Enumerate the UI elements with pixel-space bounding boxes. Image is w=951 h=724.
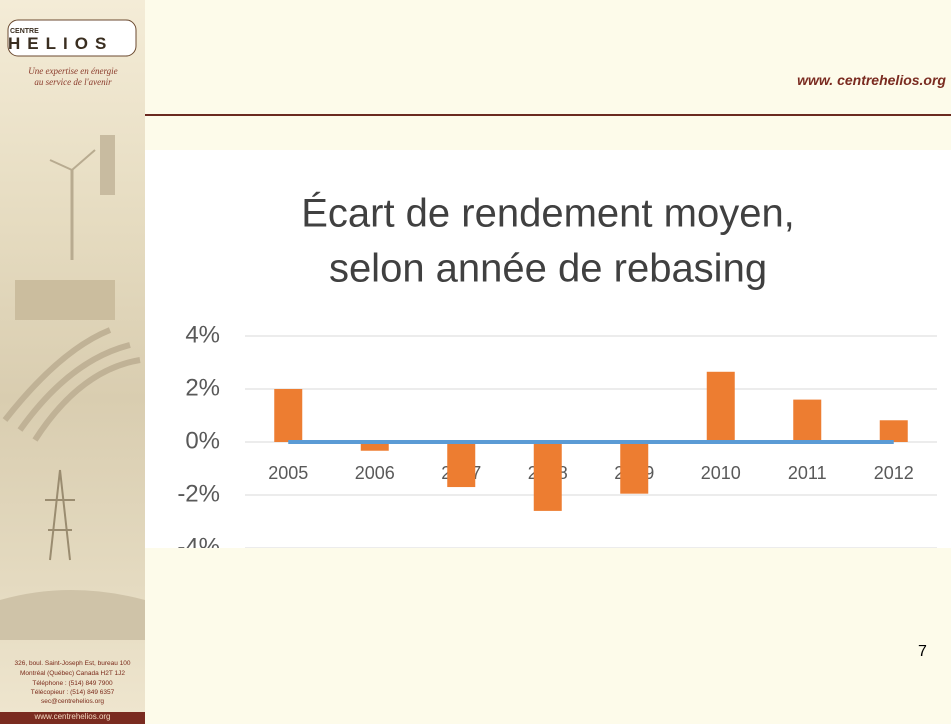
y-tick-label: -4% bbox=[177, 533, 220, 548]
bar bbox=[447, 442, 475, 487]
logo: HELIOS bbox=[8, 34, 113, 54]
chart: Écart de rendement moyen, selon année de… bbox=[145, 150, 951, 548]
address: Montréal (Québec) Canada H2T 1J2 bbox=[0, 670, 145, 677]
slide: CENTRE HELIOS Une expertise en énergie a… bbox=[0, 0, 951, 724]
bar bbox=[534, 442, 562, 511]
address: Télécopieur : (514) 849 6357 bbox=[0, 689, 145, 696]
tagline: au service de l'avenir bbox=[4, 77, 142, 87]
header-rule bbox=[145, 114, 951, 116]
y-tick-label: -2% bbox=[177, 480, 220, 507]
bar bbox=[793, 400, 821, 442]
tagline: Une expertise en énergie bbox=[4, 66, 142, 76]
y-tick-label: 0% bbox=[185, 427, 220, 454]
bar bbox=[707, 372, 735, 442]
address: 326, boul. Saint-Joseph Est, bureau 100 bbox=[0, 660, 145, 667]
bar bbox=[620, 442, 648, 494]
y-tick-label: 2% bbox=[185, 374, 220, 401]
sidebar-url: www.centrehelios.org bbox=[0, 712, 145, 724]
page-number: 7 bbox=[918, 643, 927, 661]
chart-title: selon année de rebasing bbox=[329, 247, 767, 291]
address: Téléphone : (514) 849 7900 bbox=[0, 680, 145, 687]
chart-title: Écart de rendement moyen, bbox=[301, 191, 795, 236]
x-tick-label: 2010 bbox=[701, 463, 741, 483]
x-tick-label: 2006 bbox=[355, 463, 395, 483]
y-tick-label: 4% bbox=[185, 321, 220, 348]
sidebar-art bbox=[0, 0, 145, 700]
sidebar: CENTRE HELIOS Une expertise en énergie a… bbox=[0, 0, 145, 724]
address: sec@centrehelios.org bbox=[0, 698, 145, 705]
x-tick-label: 2005 bbox=[268, 463, 308, 483]
bar bbox=[880, 420, 908, 442]
x-tick-label: 2012 bbox=[874, 463, 914, 483]
bar bbox=[274, 389, 302, 442]
website: www. centrehelios.org bbox=[797, 72, 946, 88]
x-tick-label: 2011 bbox=[788, 463, 827, 483]
